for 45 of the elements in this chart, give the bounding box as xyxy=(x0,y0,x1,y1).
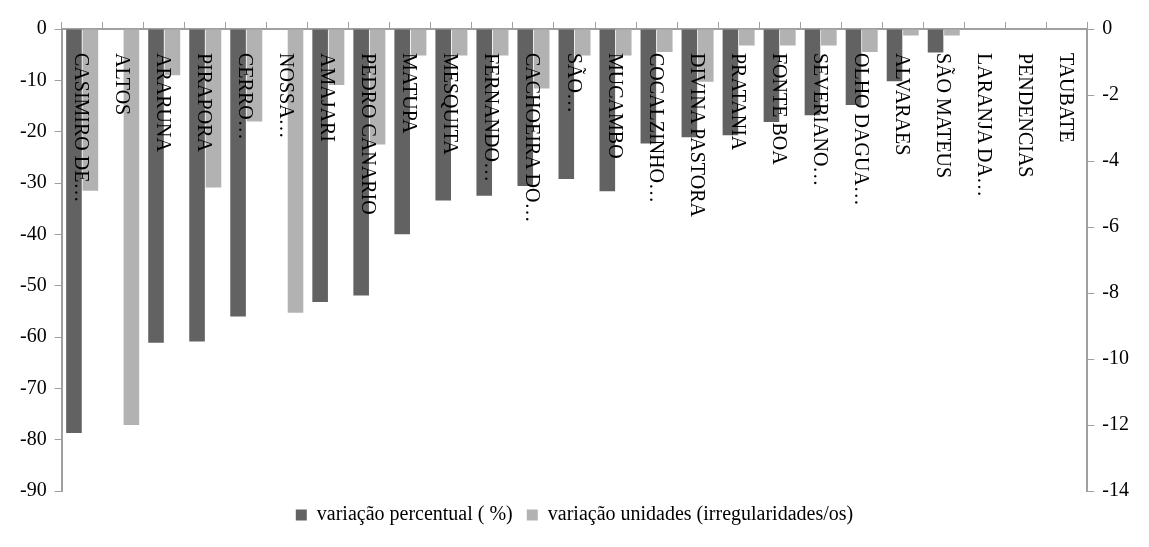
y2-tick-label: 0 xyxy=(1102,16,1113,39)
y2-tick-label: -12 xyxy=(1102,412,1130,435)
y2-tick-label: -2 xyxy=(1102,82,1120,105)
y2-tick-label: -4 xyxy=(1102,148,1120,171)
x-tick-label: COCALZINHO… xyxy=(644,53,669,203)
x-tick-label: OLHO DAGUA… xyxy=(849,53,874,206)
y2-tick-label: -14 xyxy=(1102,478,1130,501)
y2-tick-label: -6 xyxy=(1102,214,1120,237)
x-tick-label: SÃO… xyxy=(562,53,587,114)
y2-tick-label: -8 xyxy=(1102,280,1120,303)
y-tick-label: -20 xyxy=(19,118,47,141)
x-tick-label: AMAJARI xyxy=(316,53,341,142)
y2-tick-label: -10 xyxy=(1102,346,1130,369)
x-tick-label: DIVINA PASTORA xyxy=(685,53,710,217)
x-tick-label: CASIMIRO DE… xyxy=(70,53,95,203)
x-tick-label: PEDRO CANARIO xyxy=(357,53,382,215)
x-tick-label: SÃO MATEUS xyxy=(931,53,956,179)
y-tick-label: -70 xyxy=(19,375,47,398)
y-tick-label: -50 xyxy=(19,272,47,295)
legend-label: variação percentual ( %) xyxy=(316,502,513,526)
y-tick-label: -30 xyxy=(19,170,47,193)
x-tick-label: CERRO… xyxy=(234,53,259,140)
x-tick-label: ALTOS xyxy=(111,53,136,116)
x-tick-label: MESQUITA xyxy=(439,53,464,155)
x-tick-label: ALVARAES xyxy=(890,53,915,156)
y-tick-label: 0 xyxy=(36,16,47,39)
x-tick-label: SEVERIANO… xyxy=(808,53,833,187)
x-tick-label: MUCAMBO xyxy=(603,53,628,159)
x-tick-label: PRATANIA xyxy=(726,53,751,151)
x-tick-label: MATUPA xyxy=(398,53,423,134)
x-tick-label: NOSSA… xyxy=(275,53,300,139)
legend-label: variação unidades (irregularidades/os) xyxy=(547,502,854,526)
x-tick-label: ARARUNA xyxy=(152,53,177,152)
x-tick-label: LARANJA DA… xyxy=(972,53,997,197)
y-tick-label: -10 xyxy=(19,67,47,90)
x-tick-label: FONTE BOA xyxy=(767,53,792,165)
x-tick-label: PIRAPORA xyxy=(193,53,218,152)
y-tick-label: -40 xyxy=(19,221,47,244)
x-tick-label: FERNANDO… xyxy=(480,53,505,182)
y-tick-label: -60 xyxy=(19,324,47,347)
y-tick-label: -90 xyxy=(19,478,47,501)
x-tick-label: TAUBATE xyxy=(1054,53,1079,143)
x-tick-label: PENDENCIAS xyxy=(1013,53,1038,178)
x-tick-label: CACHOEIRA DO… xyxy=(521,53,546,223)
y-tick-label: -80 xyxy=(19,426,47,449)
